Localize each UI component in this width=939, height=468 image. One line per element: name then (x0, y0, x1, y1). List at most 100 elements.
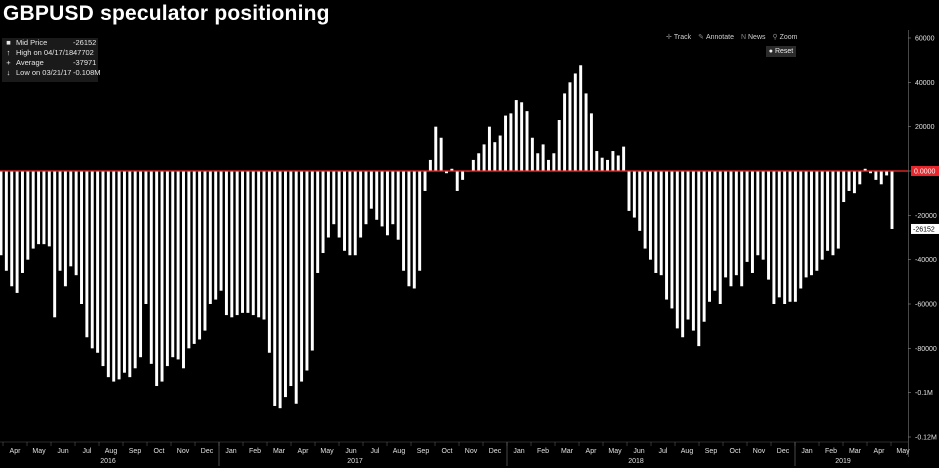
bar (337, 171, 341, 238)
x-tick-label: Nov (753, 448, 766, 455)
news-button[interactable]: N News (740, 34, 766, 41)
bar (343, 171, 346, 251)
bar (20, 171, 24, 273)
bar (289, 171, 293, 387)
bar (547, 159, 550, 171)
x-year-label: 2018 (628, 458, 644, 465)
bar (879, 171, 883, 185)
bar (852, 171, 856, 194)
bar (96, 171, 100, 353)
bar (69, 171, 73, 267)
bar (810, 171, 813, 276)
pencil-icon: ✎ (698, 34, 704, 41)
bar (777, 171, 781, 298)
reset-button[interactable]: ● Reset (766, 46, 796, 57)
bar (600, 157, 604, 171)
bar (815, 171, 819, 271)
bar (697, 171, 701, 347)
bar (552, 153, 556, 171)
bar (402, 171, 406, 271)
y-axis-ticks: 60000 40000 20000 -20000 -40000 -60000 -80000 -… (908, 36, 937, 442)
bar (686, 171, 690, 320)
bar (300, 171, 304, 382)
bar (10, 171, 14, 287)
zoom-button[interactable]: ⚲ Zoom (772, 34, 798, 41)
bar (85, 171, 89, 338)
x-tick-label: May (32, 448, 46, 455)
bar (557, 120, 561, 171)
bar (418, 171, 422, 271)
x-tick-label: Nov (177, 448, 190, 455)
bar (525, 111, 529, 171)
y-tick-label: 40000 (915, 80, 935, 87)
reset-icon: ● (768, 48, 773, 55)
bar (842, 171, 846, 203)
bar (4, 171, 8, 271)
bar (26, 171, 30, 260)
x-tick-label: Jan (513, 448, 524, 455)
y-tick-label: 20000 (915, 124, 935, 131)
x-axis-ticks: Apr May Jun Jul Aug Sep Oct Nov Dec Jan Feb Mar Apr M… (2, 442, 910, 466)
legend-value: 47702 (73, 48, 94, 57)
bar (326, 171, 330, 238)
x-tick-label: May (320, 448, 334, 455)
bar (536, 153, 540, 171)
bar (740, 171, 744, 287)
bar (826, 171, 830, 251)
x-tick-label: Dec (489, 448, 502, 455)
bar (471, 159, 475, 171)
bar (235, 171, 239, 316)
bar (477, 153, 481, 171)
bar (493, 142, 497, 171)
bar (858, 171, 862, 185)
bar (155, 171, 159, 387)
bar (423, 171, 427, 191)
news-icon: N (740, 34, 746, 41)
bar (734, 171, 738, 276)
track-button[interactable]: ✛ Track (666, 34, 692, 41)
bar (176, 171, 180, 360)
bar (203, 171, 207, 331)
bar (675, 171, 679, 329)
bar (42, 171, 46, 245)
bar (643, 171, 647, 249)
crosshair-icon: ✛ (666, 34, 672, 41)
y-tick-label: -80000 (915, 346, 937, 353)
bar (445, 171, 448, 174)
x-tick-label: Sep (417, 448, 430, 455)
x-tick-label: Mar (273, 448, 286, 455)
bar (627, 171, 631, 211)
bar (504, 115, 508, 171)
bar (369, 171, 373, 209)
bar (799, 171, 803, 289)
plus-icon: + (6, 58, 11, 67)
bar (455, 171, 459, 191)
x-tick-label: Mar (849, 448, 862, 455)
bar (321, 171, 325, 254)
annotate-button[interactable]: ✎ Annotate (698, 34, 734, 41)
bar (788, 171, 792, 302)
bar (638, 171, 642, 231)
bar (836, 171, 840, 249)
x-tick-label: Feb (537, 448, 549, 455)
bar (246, 171, 250, 313)
x-year-label: 2019 (835, 458, 851, 465)
x-tick-label: Aug (393, 448, 406, 455)
bar (520, 102, 524, 171)
y-tick-label: -0.12M (915, 435, 937, 442)
bar (149, 171, 153, 364)
bar (718, 171, 722, 304)
bar (214, 171, 218, 300)
bar (573, 73, 577, 171)
bar (187, 171, 191, 349)
x-tick-label: Aug (105, 448, 118, 455)
bar (622, 146, 626, 171)
bar (681, 171, 685, 338)
bar (847, 171, 851, 191)
bar (595, 151, 599, 171)
bar (750, 171, 754, 273)
bar (756, 171, 760, 256)
bar (611, 151, 615, 171)
bar (745, 171, 749, 262)
legend-label: Mid Price (16, 38, 48, 47)
